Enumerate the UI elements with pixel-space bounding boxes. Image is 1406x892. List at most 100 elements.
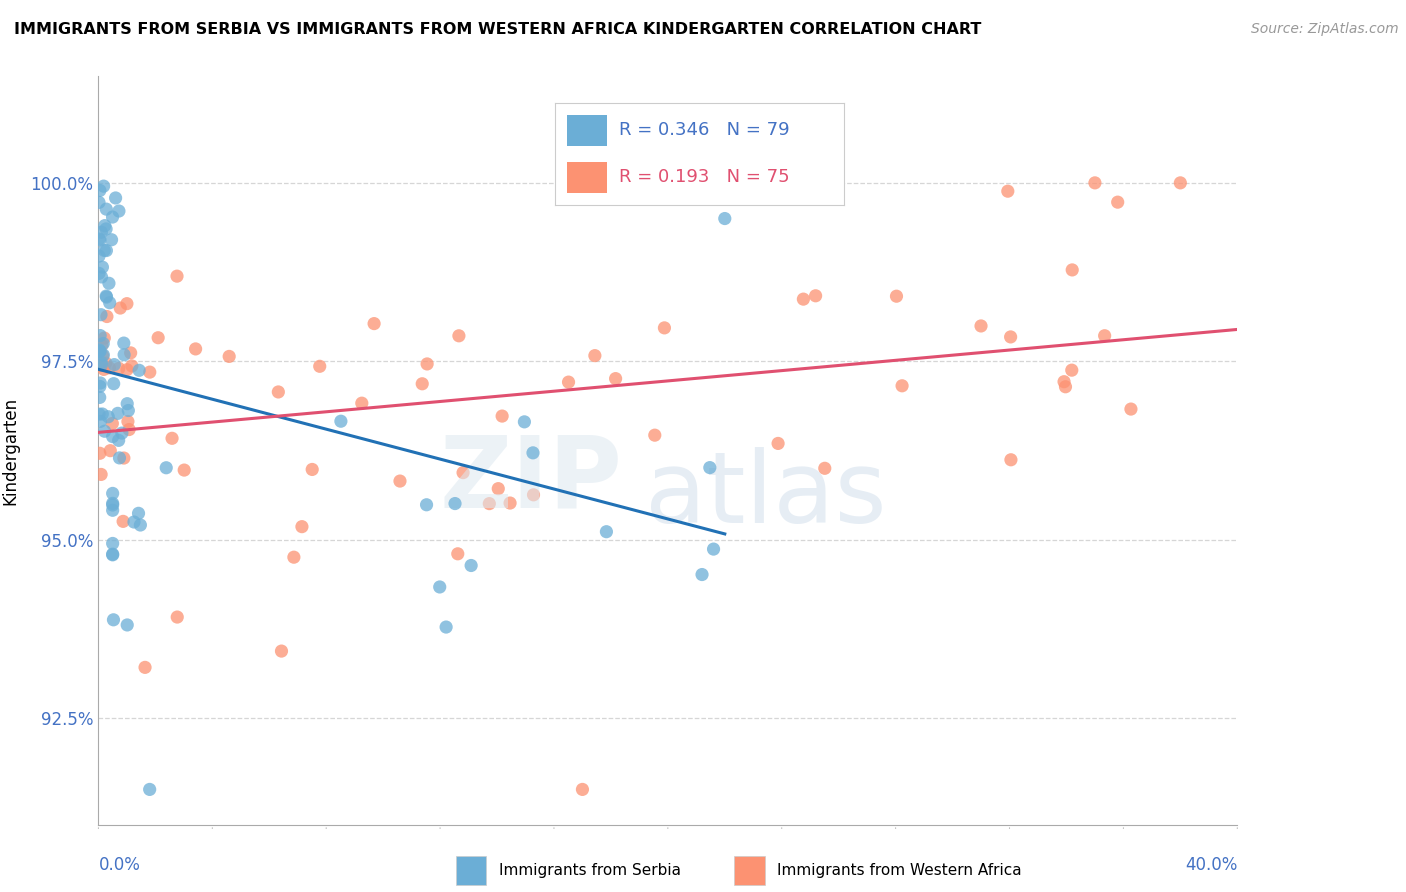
Text: R = 0.346   N = 79: R = 0.346 N = 79 [619, 121, 789, 139]
Point [87, 195, 110, 210]
Point [267, 384, 290, 399]
Point [112, 451, 135, 466]
Point [93, 331, 115, 345]
Point [89, 359, 111, 373]
Point [1053, 375, 1076, 389]
Point [101, 496, 124, 510]
Point [129, 518, 152, 533]
Point [654, 321, 676, 335]
Point [89, 376, 111, 390]
Point [291, 519, 314, 533]
Point [101, 417, 124, 431]
Text: 40.0%: 40.0% [1185, 855, 1237, 873]
Point [792, 292, 814, 306]
Point [91, 349, 114, 363]
Point [139, 365, 162, 379]
Point [122, 515, 145, 529]
Point [513, 415, 536, 429]
Point [91, 336, 114, 351]
Point [101, 503, 124, 517]
Point [96, 290, 118, 304]
Point [1000, 452, 1022, 467]
Text: IMMIGRANTS FROM SERBIA VS IMMIGRANTS FROM WESTERN AFRICA KINDERGARTEN CORRELATIO: IMMIGRANTS FROM SERBIA VS IMMIGRANTS FRO… [14, 22, 981, 37]
Point [218, 350, 240, 364]
Point [184, 342, 207, 356]
Point [301, 462, 323, 476]
Point [111, 426, 134, 441]
Point [93, 244, 115, 258]
Point [101, 210, 124, 224]
Point [1054, 380, 1077, 394]
Point [94, 356, 117, 370]
Point [107, 406, 129, 420]
Point [644, 428, 666, 442]
Point [434, 620, 457, 634]
Point [411, 376, 433, 391]
Point [444, 497, 467, 511]
Point [605, 371, 627, 385]
Point [89, 391, 111, 405]
Point [93, 179, 115, 194]
Point [90, 269, 112, 284]
Point [89, 344, 111, 359]
Text: atlas: atlas [645, 447, 887, 544]
Point [128, 506, 150, 520]
Point [97, 409, 120, 424]
Text: Source: ZipAtlas.com: Source: ZipAtlas.com [1251, 22, 1399, 37]
Point [94, 219, 117, 233]
Point [110, 301, 132, 315]
Point [104, 191, 127, 205]
Text: ZIP: ZIP [440, 432, 623, 529]
Point [1170, 176, 1192, 190]
Text: Immigrants from Western Africa: Immigrants from Western Africa [778, 863, 1022, 878]
Point [90, 225, 112, 239]
Point [270, 644, 292, 658]
Point [115, 618, 138, 632]
Point [1062, 263, 1084, 277]
Point [89, 233, 111, 247]
Point [94, 222, 117, 236]
Point [699, 460, 721, 475]
Point [166, 269, 188, 284]
Point [1084, 176, 1107, 190]
Point [89, 414, 111, 428]
Point [766, 436, 789, 450]
Point [429, 580, 451, 594]
Point [89, 446, 111, 460]
Point [583, 349, 606, 363]
Point [93, 348, 115, 362]
Point [120, 346, 142, 360]
Point [98, 443, 121, 458]
Point [283, 550, 305, 565]
Point [121, 359, 143, 373]
Point [447, 547, 470, 561]
Bar [567, 115, 607, 145]
Point [101, 536, 124, 550]
Point [155, 460, 177, 475]
Point [160, 431, 183, 445]
Point [416, 357, 439, 371]
Bar [456, 856, 486, 885]
Point [138, 782, 160, 797]
Bar [567, 162, 607, 193]
Point [108, 204, 131, 219]
Point [89, 184, 111, 198]
Point [87, 407, 110, 421]
Point [101, 548, 124, 562]
Point [499, 496, 522, 510]
Point [90, 355, 112, 369]
Point [96, 244, 118, 258]
Point [388, 474, 411, 488]
Point [107, 434, 129, 448]
Point [350, 396, 373, 410]
Point [134, 660, 156, 674]
Point [363, 317, 385, 331]
Point [101, 498, 124, 512]
Point [93, 424, 115, 438]
Point [101, 486, 124, 500]
Text: Immigrants from Serbia: Immigrants from Serbia [499, 863, 681, 878]
Point [1000, 330, 1022, 344]
Point [491, 409, 513, 423]
Point [329, 414, 352, 428]
Point [595, 524, 617, 539]
